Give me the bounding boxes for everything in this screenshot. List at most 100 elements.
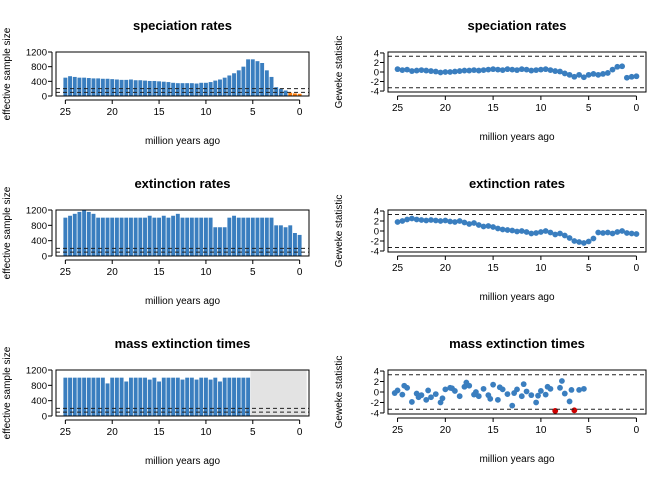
- x-tick-label: 10: [535, 425, 547, 436]
- point: [475, 67, 482, 74]
- bar: [152, 377, 157, 416]
- bar: [274, 87, 279, 96]
- bar: [292, 93, 297, 96]
- x-tick-label: 5: [250, 267, 256, 278]
- point: [576, 239, 583, 245]
- point: [576, 387, 583, 393]
- point: [566, 235, 573, 241]
- point: [494, 225, 501, 232]
- point: [571, 407, 578, 414]
- chart-title: speciation rates: [468, 18, 567, 33]
- point: [547, 67, 554, 73]
- bar: [138, 80, 143, 96]
- y-axis-label: effective sample size: [2, 186, 13, 279]
- point: [590, 235, 597, 242]
- point: [604, 229, 611, 236]
- bar: [297, 93, 302, 96]
- point: [523, 388, 530, 395]
- bar: [180, 379, 185, 416]
- x-tick-label: 25: [60, 107, 72, 118]
- point: [428, 394, 434, 401]
- point: [537, 229, 544, 235]
- bar: [124, 217, 129, 256]
- bar: [250, 59, 255, 96]
- bar: [232, 377, 236, 416]
- bar: [105, 383, 110, 416]
- y-axis-label: Geweke statistic: [334, 195, 345, 268]
- bar: [185, 217, 190, 256]
- y-tick-label: -2: [371, 77, 379, 88]
- bar: [124, 381, 129, 416]
- bar: [157, 217, 162, 256]
- y-tick-label: 2: [374, 377, 379, 388]
- bar: [269, 76, 274, 96]
- bar: [185, 83, 190, 96]
- bar: [147, 379, 152, 416]
- point: [542, 66, 549, 73]
- bar: [292, 233, 297, 256]
- point: [475, 393, 482, 400]
- point: [518, 228, 525, 234]
- bar: [203, 217, 208, 256]
- bar: [124, 79, 129, 96]
- point: [561, 70, 568, 77]
- bar: [82, 210, 87, 256]
- x-tick-label: 10: [200, 107, 212, 118]
- bar: [232, 215, 236, 256]
- y-tick-label: -4: [371, 87, 379, 98]
- bar: [110, 377, 115, 416]
- point: [619, 63, 626, 70]
- bar: [91, 78, 96, 96]
- x-tick-label: 0: [634, 425, 640, 436]
- point: [449, 385, 455, 392]
- y-tick-label: 400: [31, 77, 47, 88]
- point: [442, 69, 449, 75]
- bar: [199, 377, 204, 416]
- point: [600, 71, 606, 77]
- bar: [260, 217, 265, 256]
- x-tick-label: 15: [488, 263, 500, 274]
- bar: [189, 83, 194, 96]
- x-axis-label: million years ago: [479, 292, 554, 303]
- point: [623, 230, 630, 236]
- x-tick-label: 25: [392, 425, 404, 436]
- point: [557, 384, 563, 391]
- bar: [194, 83, 199, 96]
- x-axis: 25 20 15 10 5 0: [60, 99, 303, 118]
- bar: [171, 377, 176, 416]
- bar: [264, 70, 269, 96]
- point: [466, 67, 473, 74]
- point: [447, 69, 454, 75]
- bar: [222, 227, 227, 256]
- bar: [166, 377, 171, 416]
- y-tick-label: 1200: [26, 48, 47, 59]
- point: [528, 230, 535, 237]
- x-axis: 25 20 15 10 5 0: [392, 95, 640, 114]
- y-tick-label: 800: [31, 62, 47, 73]
- bar: [96, 217, 101, 256]
- bar: [236, 377, 241, 416]
- bar: [68, 377, 73, 416]
- bar: [63, 217, 68, 256]
- bar: [119, 377, 124, 416]
- bar: [86, 78, 91, 96]
- point: [537, 66, 544, 73]
- chart-title: mass extinction times: [449, 336, 585, 351]
- point: [428, 217, 434, 223]
- point: [499, 67, 506, 73]
- point: [413, 67, 420, 74]
- point: [494, 66, 501, 73]
- bar: [288, 225, 293, 256]
- bar: [82, 377, 87, 416]
- point: [475, 222, 482, 228]
- bar: [222, 377, 227, 416]
- x-tick-label: 20: [107, 267, 119, 278]
- point: [542, 391, 549, 398]
- bar: [161, 215, 166, 256]
- point: [408, 399, 415, 405]
- bar: [194, 379, 199, 416]
- point: [428, 68, 434, 74]
- point: [461, 219, 468, 226]
- point: [576, 71, 583, 78]
- bar: [100, 78, 105, 96]
